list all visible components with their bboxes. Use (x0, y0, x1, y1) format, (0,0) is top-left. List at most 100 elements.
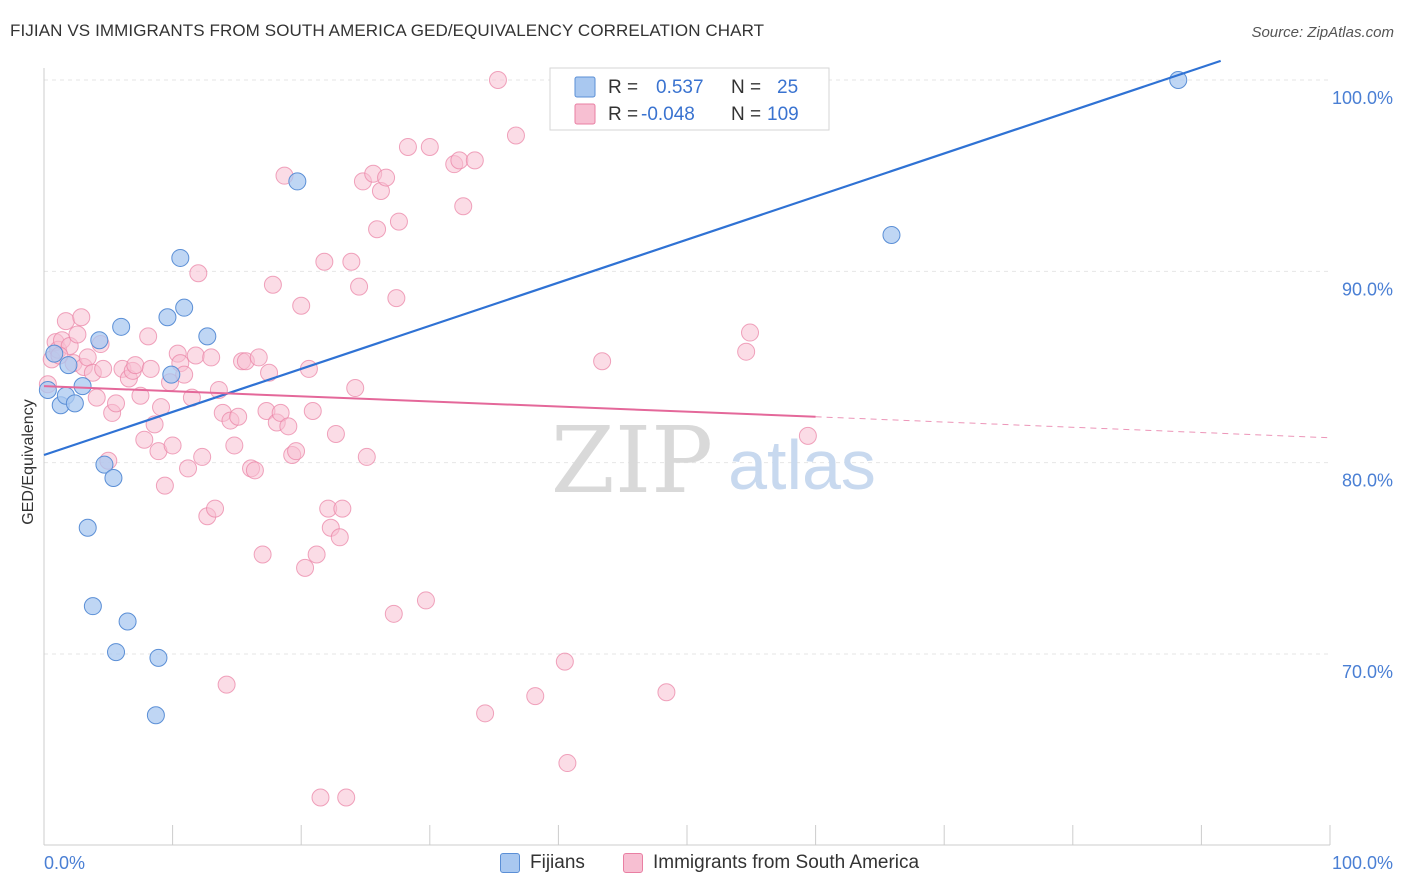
point-fijians (288, 172, 307, 191)
point-fijians (104, 468, 123, 487)
point-immigrants (135, 430, 154, 449)
point-immigrants (139, 327, 158, 346)
point-immigrants (337, 788, 356, 807)
point-fijians (59, 356, 78, 375)
point-immigrants (260, 363, 279, 382)
point-immigrants (163, 436, 182, 455)
point-immigrants (555, 652, 574, 671)
point-fijians (149, 648, 168, 667)
legend-swatch-fijians (574, 76, 596, 98)
legend-r-value: -0.048 (641, 104, 695, 125)
trendlines (43, 59, 1331, 457)
legend-swatch-fijians (500, 853, 520, 873)
legend-item-immigrants[interactable]: Immigrants from South America (623, 852, 919, 874)
point-immigrants (454, 197, 473, 216)
point-immigrants (330, 528, 349, 547)
point-immigrants (303, 402, 322, 421)
point-immigrants (342, 252, 361, 271)
legend-n-value: 109 (767, 104, 799, 125)
point-immigrants (737, 342, 756, 361)
point-immigrants (741, 323, 760, 342)
point-immigrants (126, 356, 145, 375)
trendline-immigrants-extension (815, 416, 1331, 439)
point-immigrants (450, 151, 469, 170)
point-immigrants (155, 476, 174, 495)
bottom-legend: Fijians Immigrants from South America (0, 852, 1406, 878)
x-tick-label: 100.0% (1332, 853, 1393, 873)
point-fijians (90, 331, 109, 350)
point-immigrants (368, 220, 387, 239)
point-fijians (78, 518, 97, 537)
point-fijians (146, 706, 165, 725)
point-immigrants (225, 436, 244, 455)
legend-n-value: 25 (777, 77, 798, 98)
point-immigrants (202, 348, 221, 367)
legend-n-label: N = (731, 77, 761, 98)
point-immigrants (179, 459, 198, 478)
y-tick-label: 70.0% (1342, 662, 1393, 682)
tick-labels: 70.0% 80.0% 90.0% 100.0% 0.0% 100.0% (44, 88, 1393, 873)
watermark: ZIP atlas (551, 407, 876, 514)
point-fijians (882, 225, 901, 244)
point-immigrants (593, 352, 612, 371)
point-immigrants (292, 296, 311, 315)
point-fijians (95, 455, 114, 474)
point-immigrants (398, 137, 417, 156)
point-immigrants (186, 346, 205, 365)
point-fijians (158, 308, 177, 327)
point-immigrants (229, 407, 248, 426)
point-immigrants (377, 168, 396, 187)
legend-item-fijians[interactable]: Fijians (500, 852, 585, 874)
point-immigrants (78, 348, 97, 367)
point-fijians (118, 612, 137, 631)
series-immigrants-points (38, 71, 817, 807)
y-tick-label: 90.0% (1342, 279, 1393, 299)
point-immigrants (279, 417, 298, 436)
point-immigrants (384, 604, 403, 623)
series-fijians-points (38, 71, 1188, 725)
x-tick-label: 0.0% (44, 853, 85, 873)
point-fijians (162, 365, 181, 384)
point-fijians (45, 344, 64, 363)
point-immigrants (56, 312, 75, 331)
legend-swatch-immigrants (623, 853, 643, 873)
point-immigrants (657, 683, 676, 702)
point-immigrants (350, 277, 369, 296)
legend-swatch-immigrants (574, 103, 596, 125)
legend-label-fijians: Fijians (530, 852, 585, 873)
point-immigrants (326, 424, 345, 443)
point-fijians (198, 327, 217, 346)
legend-label-immigrants: Immigrants from South America (653, 852, 920, 873)
point-immigrants (217, 675, 236, 694)
point-immigrants (315, 252, 334, 271)
point-fijians (175, 298, 194, 317)
point-immigrants (416, 591, 435, 610)
chart-title: FIJIAN VS IMMIGRANTS FROM SOUTH AMERICA … (10, 21, 765, 40)
point-fijians (65, 394, 84, 413)
chart-source: Source: ZipAtlas.com (1251, 24, 1394, 41)
point-immigrants (506, 126, 525, 145)
point-immigrants (206, 499, 225, 518)
point-immigrants (253, 545, 272, 564)
y-tick-label: 100.0% (1332, 88, 1393, 108)
point-immigrants (94, 359, 113, 378)
point-immigrants (488, 71, 507, 89)
point-fijians (83, 597, 102, 616)
point-fijians (112, 317, 131, 336)
point-immigrants (263, 275, 282, 294)
legend-r-label: R = (608, 104, 638, 125)
point-fijians (171, 248, 190, 267)
point-immigrants (389, 212, 408, 231)
trendline-fijians (43, 59, 1222, 457)
point-fijians (107, 643, 126, 662)
legend-r-label: R = (608, 77, 638, 98)
point-immigrants (271, 403, 290, 422)
trendline-immigrants (43, 385, 816, 418)
point-immigrants (465, 151, 484, 170)
point-immigrants (307, 545, 326, 564)
point-immigrants (87, 388, 106, 407)
point-fijians (38, 380, 57, 399)
watermark-zip: ZIP (551, 407, 713, 514)
point-immigrants (249, 348, 268, 367)
